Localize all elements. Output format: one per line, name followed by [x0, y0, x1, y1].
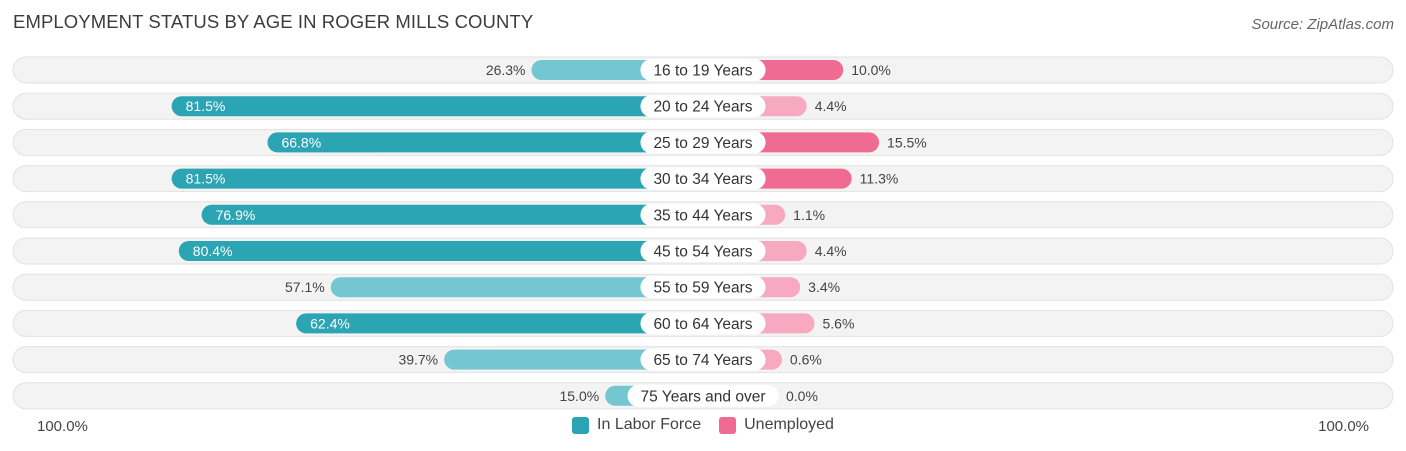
category-label: 55 to 59 Years — [653, 280, 752, 297]
value-label-unemployed: 0.0% — [786, 388, 818, 404]
legend-item-labor-force: In Labor Force — [572, 416, 701, 434]
category-label: 20 to 24 Years — [653, 99, 752, 116]
bar-labor-force — [330, 277, 703, 298]
value-label-unemployed: 11.3% — [860, 171, 899, 187]
bar-labor-force — [178, 241, 704, 261]
bar-labor-force — [267, 132, 703, 153]
category-pill — [640, 95, 766, 118]
category-pill — [627, 384, 779, 407]
category-pill — [640, 167, 766, 190]
category-pill — [640, 312, 766, 335]
category-pill — [640, 240, 766, 262]
value-label-unemployed: 3.4% — [808, 279, 840, 295]
category-label: 16 to 19 Years — [653, 63, 752, 80]
source-label: Source: ZipAtlas.com — [1251, 16, 1394, 33]
value-label-unemployed: 1.1% — [793, 207, 825, 223]
value-label-labor-force: 76.9% — [216, 207, 256, 223]
value-label-labor-force: 81.5% — [186, 171, 226, 187]
value-label-unemployed: 4.4% — [815, 243, 847, 259]
bar-labor-force — [171, 96, 703, 117]
category-pill — [640, 348, 766, 371]
category-label: 75 Years and over — [641, 388, 766, 405]
legend: In Labor Force Unemployed — [0, 416, 1406, 434]
value-label-labor-force: 66.8% — [281, 134, 321, 150]
category-label: 60 to 64 Years — [653, 316, 752, 333]
category-label: 45 to 54 Years — [653, 244, 752, 261]
value-label-labor-force: 26.3% — [486, 62, 526, 78]
value-label-labor-force: 39.7% — [398, 352, 438, 368]
value-label-labor-force: 80.4% — [193, 243, 233, 259]
value-label-unemployed: 0.6% — [790, 352, 822, 368]
legend-item-unemployed: Unemployed — [719, 416, 834, 434]
category-pill — [640, 131, 766, 154]
bar-labor-force — [201, 204, 703, 225]
category-pill — [640, 203, 766, 226]
value-label-labor-force: 81.5% — [186, 98, 226, 114]
value-label-labor-force: 62.4% — [310, 315, 350, 331]
category-pill — [640, 59, 766, 81]
axis-right-label: 100.0% — [1318, 418, 1369, 435]
legend-label-unemployed: Unemployed — [744, 416, 834, 433]
chart-title: EMPLOYMENT STATUS BY AGE IN ROGER MILLS … — [13, 11, 534, 32]
value-label-unemployed: 4.4% — [815, 98, 847, 114]
category-label: 30 to 34 Years — [653, 171, 752, 188]
legend-swatch-labor-force — [572, 416, 590, 434]
category-label: 25 to 29 Years — [653, 135, 752, 152]
value-label-labor-force: 15.0% — [559, 388, 599, 404]
value-label-unemployed: 15.5% — [887, 134, 927, 150]
bar-labor-force — [171, 168, 703, 189]
category-pill — [640, 276, 766, 299]
bar-labor-force — [444, 349, 703, 370]
category-label: 65 to 74 Years — [653, 352, 752, 369]
value-label-labor-force: 57.1% — [285, 279, 325, 295]
value-label-unemployed: 5.6% — [823, 315, 855, 331]
bar-labor-force — [296, 313, 703, 334]
value-label-unemployed: 10.0% — [851, 62, 891, 78]
category-label: 35 to 44 Years — [653, 207, 752, 224]
axis-left-label: 100.0% — [37, 418, 88, 435]
legend-label-labor-force: In Labor Force — [597, 416, 702, 433]
legend-swatch-unemployed — [719, 416, 737, 434]
